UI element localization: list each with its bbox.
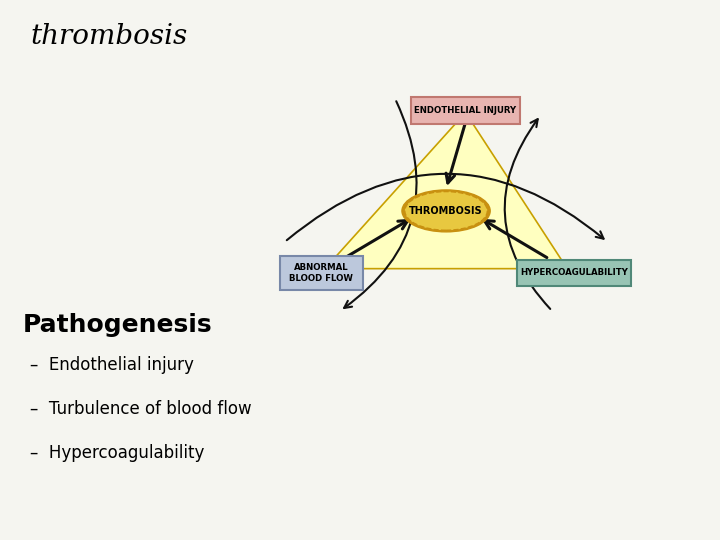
FancyBboxPatch shape (518, 260, 631, 286)
Text: –  Endothelial injury: – Endothelial injury (30, 356, 194, 374)
Ellipse shape (405, 192, 487, 230)
Text: THROMBOSIS: THROMBOSIS (409, 206, 483, 216)
Text: ABNORMAL
BLOOD FLOW: ABNORMAL BLOOD FLOW (289, 264, 354, 282)
FancyBboxPatch shape (280, 256, 363, 289)
Ellipse shape (402, 190, 490, 232)
Text: Pathogenesis: Pathogenesis (23, 313, 212, 337)
Text: –  Hypercoagulability: – Hypercoagulability (30, 444, 204, 462)
Text: ENDOTHELIAL INJURY: ENDOTHELIAL INJURY (415, 106, 516, 115)
FancyBboxPatch shape (411, 97, 520, 124)
Text: HYPERCOAGULABILITY: HYPERCOAGULABILITY (521, 268, 629, 278)
Text: –  Turbulence of blood flow: – Turbulence of blood flow (30, 400, 252, 418)
Polygon shape (325, 112, 567, 269)
Text: thrombosis: thrombosis (30, 23, 187, 50)
